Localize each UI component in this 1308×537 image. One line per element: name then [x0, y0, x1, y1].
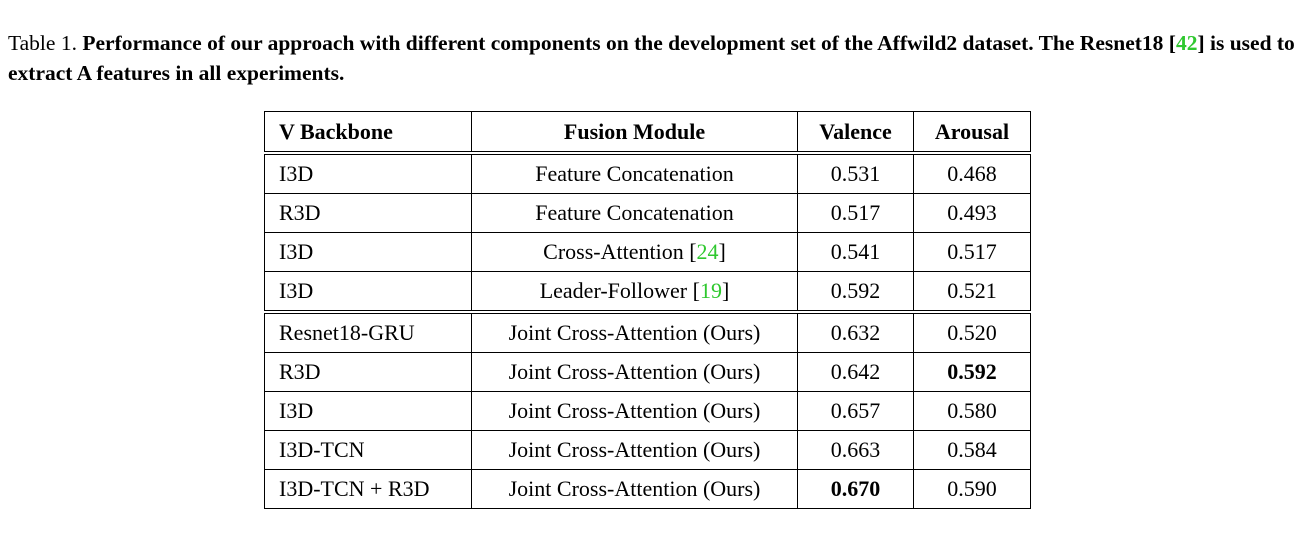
cell-arousal: 0.590 — [913, 469, 1031, 509]
cell-backbone: R3D — [264, 352, 472, 392]
cell-arousal: 0.517 — [913, 232, 1031, 272]
cell-valence-best: 0.670 — [797, 469, 914, 509]
cell-backbone: I3D-TCN — [264, 430, 472, 470]
cell-valence: 0.592 — [797, 271, 914, 313]
table-caption: Table 1. Performance of our approach wit… — [8, 28, 1300, 88]
results-table: V Backbone Fusion Module Valence Arousal… — [264, 111, 1031, 509]
cell-valence: 0.541 — [797, 232, 914, 272]
table-row: I3D-TCN + R3D Joint Cross-Attention (Our… — [264, 469, 1031, 509]
cell-valence: 0.642 — [797, 352, 914, 392]
cell-backbone: R3D — [264, 193, 472, 233]
cell-fusion: Joint Cross-Attention (Ours) — [471, 430, 798, 470]
header-valence: Valence — [797, 111, 914, 154]
caption-citation[interactable]: 42 — [1175, 31, 1198, 55]
table-row: R3D Feature Concatenation 0.517 0.493 — [264, 193, 1031, 233]
cell-backbone: I3D — [264, 391, 472, 431]
cell-fusion: Feature Concatenation — [471, 151, 798, 194]
cell-valence: 0.517 — [797, 193, 914, 233]
fusion-citation[interactable]: 19 — [699, 278, 722, 303]
cell-fusion: Cross-Attention [24] — [471, 232, 798, 272]
header-v-backbone: V Backbone — [264, 111, 472, 154]
cell-backbone: I3D — [264, 151, 472, 194]
caption-text: Performance of our approach with differe… — [8, 31, 1295, 85]
header-arousal: Arousal — [913, 111, 1031, 154]
cell-fusion: Joint Cross-Attention (Ours) — [471, 469, 798, 509]
table-row: I3D Joint Cross-Attention (Ours) 0.657 0… — [264, 391, 1031, 431]
cell-valence: 0.663 — [797, 430, 914, 470]
cell-backbone: I3D-TCN + R3D — [264, 469, 472, 509]
cell-backbone: Resnet18-GRU — [264, 310, 472, 353]
caption-label: Table 1. — [8, 31, 77, 55]
cell-fusion: Joint Cross-Attention (Ours) — [471, 310, 798, 353]
cell-fusion: Feature Concatenation — [471, 193, 798, 233]
cell-valence: 0.657 — [797, 391, 914, 431]
cell-fusion: Joint Cross-Attention (Ours) — [471, 391, 798, 431]
cell-arousal: 0.521 — [913, 271, 1031, 313]
table-row: I3D Cross-Attention [24] 0.541 0.517 — [264, 232, 1031, 272]
table-row: I3D Feature Concatenation 0.531 0.468 — [264, 151, 1031, 194]
cell-arousal: 0.584 — [913, 430, 1031, 470]
table-row: I3D-TCN Joint Cross-Attention (Ours) 0.6… — [264, 430, 1031, 470]
cell-backbone: I3D — [264, 271, 472, 313]
cell-fusion: Joint Cross-Attention (Ours) — [471, 352, 798, 392]
table-row: R3D Joint Cross-Attention (Ours) 0.642 0… — [264, 352, 1031, 392]
cell-fusion: Leader-Follower [19] — [471, 271, 798, 313]
cell-arousal: 0.580 — [913, 391, 1031, 431]
table-row: I3D Leader-Follower [19] 0.592 0.521 — [264, 271, 1031, 313]
cell-arousal-best: 0.592 — [913, 352, 1031, 392]
cell-arousal: 0.468 — [913, 151, 1031, 194]
cell-arousal: 0.520 — [913, 310, 1031, 353]
cell-valence: 0.632 — [797, 310, 914, 353]
cell-arousal: 0.493 — [913, 193, 1031, 233]
fusion-citation[interactable]: 24 — [696, 239, 719, 264]
table-header-row: V Backbone Fusion Module Valence Arousal — [264, 111, 1031, 154]
table-row: Resnet18-GRU Joint Cross-Attention (Ours… — [264, 310, 1031, 353]
cell-valence: 0.531 — [797, 151, 914, 194]
header-fusion-module: Fusion Module — [471, 111, 798, 154]
cell-backbone: I3D — [264, 232, 472, 272]
